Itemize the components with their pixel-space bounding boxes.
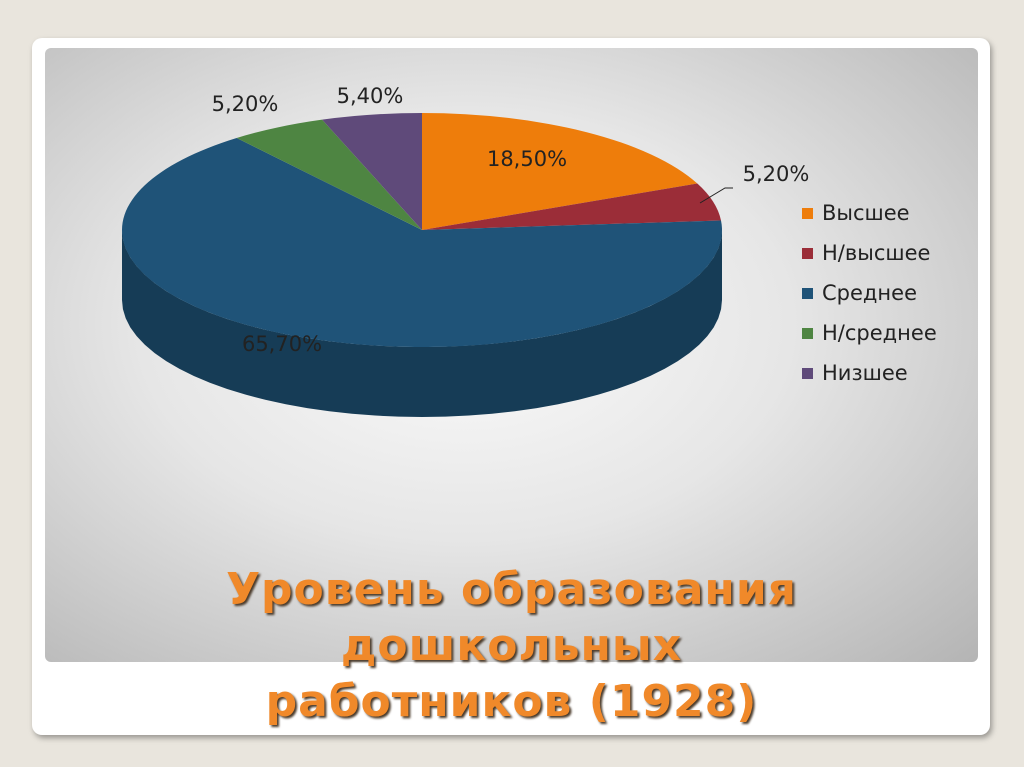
pie-slice (121, 138, 722, 348)
pie-slice-side (122, 230, 722, 417)
pie-slice (422, 113, 698, 230)
pie-slice (422, 183, 721, 230)
data-label: 18,50% (487, 147, 567, 171)
legend-label: Высшее (822, 201, 910, 225)
legend-label: Низшее (822, 361, 908, 385)
data-label: 5,40% (337, 84, 404, 108)
legend-label: Среднее (822, 281, 917, 305)
chart-title: Уровень образования дошкольных работнико… (226, 564, 797, 727)
pie-slice (322, 113, 422, 230)
data-label: 65,70% (242, 332, 322, 356)
legend-swatch (802, 328, 813, 339)
pie-slice (236, 119, 422, 230)
data-label: 5,20% (743, 162, 810, 186)
legend-label: Н/среднее (822, 321, 937, 345)
legend-swatch (802, 288, 813, 299)
legend-swatch (802, 368, 813, 379)
data-label: 5,20% (212, 92, 279, 116)
legend-swatch (802, 208, 813, 219)
legend-swatch (802, 248, 813, 259)
legend-label: Н/высшее (822, 241, 930, 265)
leader-line (699, 187, 733, 204)
